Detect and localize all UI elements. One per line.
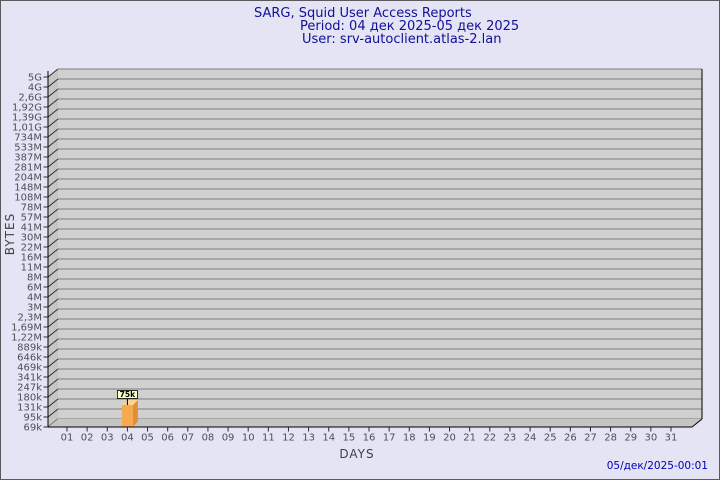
svg-text:08: 08 — [202, 433, 215, 444]
svg-text:16M: 16M — [21, 253, 42, 264]
svg-text:341k: 341k — [17, 373, 42, 384]
svg-text:24: 24 — [524, 433, 537, 444]
svg-text:2,3M: 2,3M — [17, 313, 42, 324]
svg-text:11M: 11M — [21, 263, 42, 274]
svg-text:18: 18 — [403, 433, 416, 444]
svg-text:26: 26 — [564, 433, 577, 444]
svg-text:3M: 3M — [27, 303, 42, 314]
svg-text:8M: 8M — [27, 273, 42, 284]
svg-text:734M: 734M — [14, 133, 42, 144]
bar-value-box — [117, 390, 138, 399]
svg-text:281M: 281M — [14, 163, 42, 174]
svg-text:4G: 4G — [28, 83, 42, 94]
svg-text:07: 07 — [181, 433, 194, 444]
svg-text:27: 27 — [584, 433, 597, 444]
svg-text:469k: 469k — [17, 363, 42, 374]
svg-text:533M: 533M — [14, 143, 42, 154]
svg-text:148M: 148M — [14, 183, 42, 194]
svg-text:17: 17 — [383, 433, 396, 444]
svg-text:05: 05 — [141, 433, 154, 444]
bar-side-face — [132, 400, 138, 427]
svg-text:10: 10 — [242, 433, 255, 444]
svg-text:19: 19 — [423, 433, 436, 444]
svg-text:16: 16 — [363, 433, 376, 444]
svg-text:204M: 204M — [14, 173, 42, 184]
svg-text:2,6G: 2,6G — [18, 93, 42, 104]
report-timestamp: 05/дек/2025-00:01 — [606, 460, 708, 472]
svg-text:09: 09 — [222, 433, 235, 444]
svg-text:6M: 6M — [27, 283, 42, 294]
svg-text:23: 23 — [504, 433, 517, 444]
svg-text:4M: 4M — [27, 293, 42, 304]
svg-text:889k: 889k — [17, 343, 42, 354]
chart-floor — [48, 419, 702, 427]
svg-text:21: 21 — [463, 433, 476, 444]
bar-value-label: 75k — [120, 390, 136, 399]
svg-text:01: 01 — [61, 433, 74, 444]
svg-text:1,39G: 1,39G — [12, 113, 42, 124]
svg-text:1,22M: 1,22M — [11, 333, 42, 344]
svg-text:31: 31 — [665, 433, 678, 444]
svg-text:12: 12 — [282, 433, 295, 444]
svg-text:29: 29 — [624, 433, 637, 444]
bars: 75k — [117, 390, 138, 427]
svg-text:78M: 78M — [21, 203, 42, 214]
svg-text:1,92G: 1,92G — [12, 103, 42, 114]
svg-text:03: 03 — [101, 433, 114, 444]
svg-text:11: 11 — [262, 433, 275, 444]
svg-text:13: 13 — [302, 433, 315, 444]
y-tick-labels: 5G4G2,6G1,92G1,39G1,01G734M533M387M281M2… — [11, 73, 48, 434]
bar-top-face — [121, 400, 138, 405]
svg-text:69k: 69k — [23, 423, 42, 434]
chart-title: SARG, Squid User Access Reports — [254, 6, 472, 21]
x-axis-line — [48, 418, 703, 428]
svg-text:22M: 22M — [21, 243, 42, 254]
svg-text:20: 20 — [443, 433, 456, 444]
svg-text:247k: 247k — [17, 383, 42, 394]
y-axis-title: BYTES — [3, 213, 17, 255]
svg-text:02: 02 — [81, 433, 94, 444]
svg-text:57M: 57M — [21, 213, 42, 224]
svg-text:387M: 387M — [14, 153, 42, 164]
svg-text:30: 30 — [644, 433, 657, 444]
left-wall — [48, 69, 58, 427]
svg-text:5G: 5G — [28, 73, 42, 84]
svg-text:95k: 95k — [23, 413, 42, 424]
svg-text:14: 14 — [322, 433, 335, 444]
svg-text:25: 25 — [544, 433, 557, 444]
y-gridlines — [58, 68, 702, 420]
svg-text:28: 28 — [604, 433, 617, 444]
svg-text:30M: 30M — [21, 233, 42, 244]
plot-area — [58, 69, 702, 419]
svg-text:41M: 41M — [21, 223, 42, 234]
svg-text:646k: 646k — [17, 353, 42, 364]
svg-text:1,69M: 1,69M — [11, 323, 42, 334]
svg-text:108M: 108M — [14, 193, 42, 204]
svg-text:1,01G: 1,01G — [12, 123, 42, 134]
svg-text:22: 22 — [483, 433, 496, 444]
svg-text:04: 04 — [121, 433, 134, 444]
svg-text:06: 06 — [161, 433, 174, 444]
chart-user-subtitle: User: srv-autoclient.atlas-2.lan — [302, 32, 502, 47]
svg-text:180k: 180k — [17, 393, 42, 404]
x-tick-labels: 01 02 03 04 05 06 07 08 09 10 11 12 13 14 15 16 17 18 19 20… — [61, 427, 678, 444]
bar-day-04 — [121, 405, 133, 427]
svg-text:131k: 131k — [17, 403, 42, 414]
x-axis-title: DAYS — [339, 447, 374, 461]
chart-period-subtitle: Period: 04 дек 2025-05 дек 2025 — [300, 19, 520, 34]
svg-text:15: 15 — [342, 433, 355, 444]
